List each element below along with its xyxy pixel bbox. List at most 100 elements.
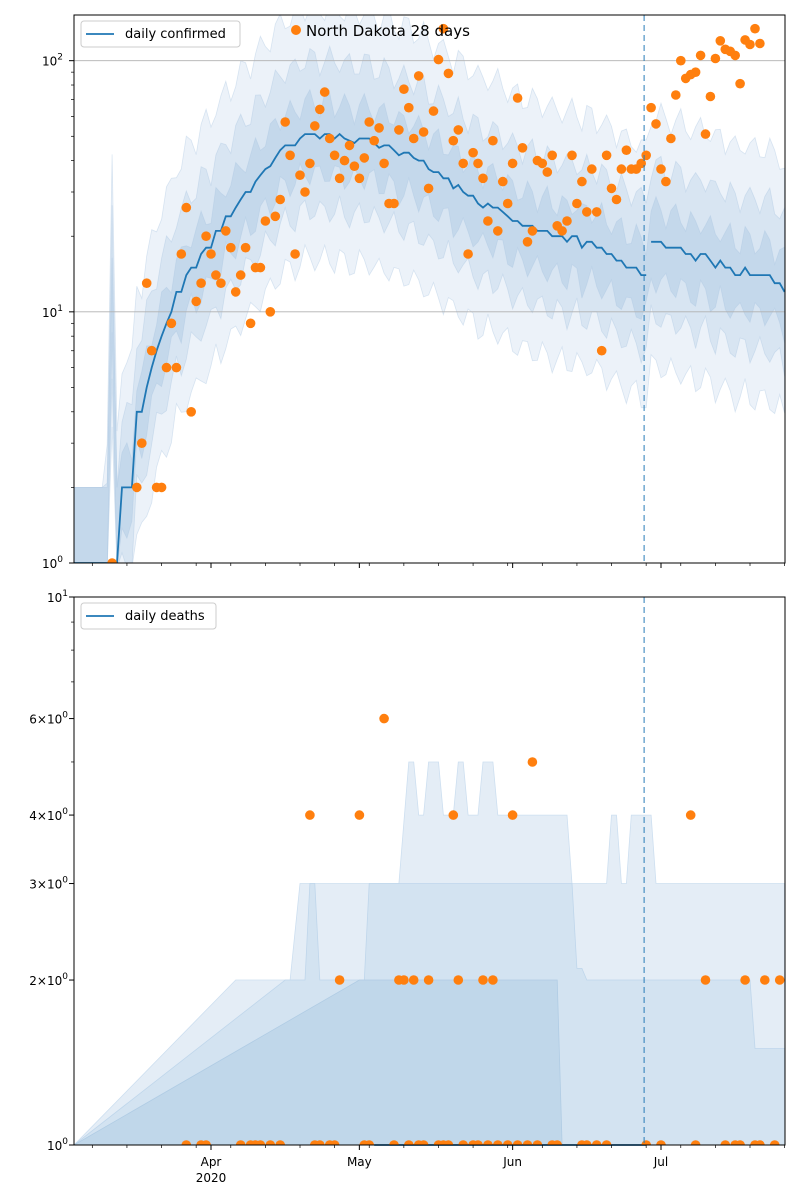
data-point: [324, 133, 335, 144]
legend-box: [80, 602, 217, 630]
data-point: [769, 1140, 780, 1145]
data-point: [305, 810, 315, 820]
data-point: [527, 226, 538, 236]
data-point: [453, 125, 464, 135]
data-point: [606, 183, 617, 194]
data-point: [438, 23, 449, 34]
data-point: [770, 0, 780, 5]
y-tick-label: 4×100: [29, 807, 68, 823]
data-point: [591, 1140, 602, 1145]
data-point: [532, 1140, 543, 1145]
top-legend: daily confirmed: [80, 20, 241, 48]
axes-frame: [73, 14, 786, 564]
data-point: [413, 71, 424, 81]
data-point: [502, 198, 513, 209]
data-point: [641, 150, 651, 161]
y-tick-label: 102: [42, 53, 63, 69]
data-point: [591, 207, 602, 217]
data-point: [473, 1140, 483, 1145]
data-point: [567, 150, 577, 161]
data-point: [685, 810, 696, 820]
data-point: [552, 1140, 562, 1145]
y-tick-label: 3×100: [29, 876, 68, 892]
data-point: [493, 1140, 503, 1145]
data-point: [478, 975, 488, 985]
data-point: [305, 158, 315, 169]
top-median-line: [74, 132, 785, 563]
data-point: [458, 158, 469, 169]
data-point: [740, 975, 750, 985]
median-line-confirmed: [74, 132, 647, 563]
y-tick-exponent: 0: [62, 876, 68, 886]
data-point: [369, 135, 380, 146]
data-point: [171, 362, 182, 373]
data-point: [483, 216, 493, 226]
data-point: [389, 198, 399, 209]
data-point: [582, 207, 592, 217]
data-point: [646, 102, 656, 113]
data-point: [339, 155, 350, 166]
confidence-band-inner: [74, 979, 785, 1145]
y-tick-exponent: 0: [62, 1137, 68, 1147]
data-point: [275, 194, 286, 205]
data-point: [760, 0, 770, 5]
y-tick-exponent: 1: [62, 589, 68, 599]
title-text: North Dakota 28 days: [306, 22, 470, 40]
data-point: [671, 90, 681, 100]
data-point: [522, 237, 533, 247]
data-point: [547, 150, 557, 161]
data-point: [315, 1140, 325, 1145]
data-point: [473, 158, 483, 169]
legend-label-deaths: daily deaths: [125, 609, 205, 624]
forecast-line-confirmed: [651, 240, 785, 293]
y-tick-exponent: 0: [62, 711, 68, 721]
title-marker-dot: [291, 25, 301, 35]
data-point: [765, 0, 775, 5]
data-point: [433, 54, 444, 65]
x-tick-sublabel: 2020: [196, 1171, 227, 1185]
data-point: [221, 226, 231, 236]
data-point: [562, 216, 572, 226]
data-point: [255, 1140, 266, 1145]
data-point: [755, 38, 765, 49]
data-point: [334, 975, 345, 985]
top-observed-points: [107, 0, 780, 563]
data-point: [601, 150, 612, 161]
data-point: [181, 202, 192, 213]
y-tick-exponent: 0: [62, 972, 68, 982]
data-point: [295, 170, 305, 180]
data-point: [720, 1140, 731, 1145]
data-point: [344, 140, 355, 151]
data-point: [260, 216, 271, 226]
data-point: [651, 119, 661, 129]
data-point: [443, 68, 454, 79]
data-point: [715, 36, 726, 46]
data-point: [572, 198, 582, 209]
data-point: [507, 158, 518, 169]
y-tick-label: 6×100: [29, 711, 68, 727]
data-point: [132, 482, 142, 493]
bottom-legend: daily deaths: [80, 602, 217, 630]
data-point: [750, 23, 760, 34]
data-point: [700, 975, 711, 985]
axes-frame: [73, 596, 786, 1146]
data-point: [364, 1140, 374, 1145]
data-point: [458, 1140, 468, 1145]
data-point: [235, 270, 246, 280]
y-tick-label: 101: [42, 304, 63, 320]
data-point: [146, 345, 157, 356]
data-point: [270, 211, 281, 222]
data-point: [755, 1140, 765, 1145]
data-point: [408, 133, 419, 144]
data-point: [245, 318, 256, 329]
data-point: [463, 249, 473, 259]
data-point: [700, 129, 711, 139]
data-point: [255, 262, 266, 273]
data-point: [512, 1140, 523, 1145]
data-point: [354, 810, 365, 820]
data-point: [512, 93, 523, 103]
data-point: [483, 1140, 493, 1145]
data-point: [443, 1140, 454, 1145]
